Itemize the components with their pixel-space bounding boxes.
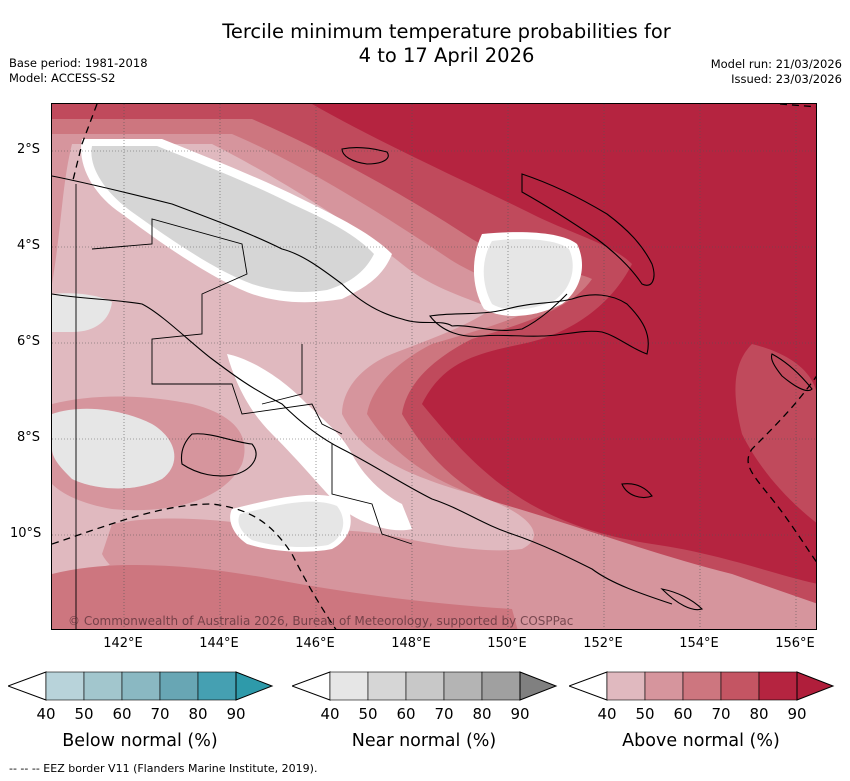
coast-bougainville bbox=[770, 353, 813, 392]
title-line-2: 4 to 17 April 2026 bbox=[358, 44, 535, 67]
near-40-southwest bbox=[52, 408, 175, 489]
colorbar-above-title: Above normal (%) bbox=[622, 731, 780, 751]
base-period: Base period: 1981-2018 bbox=[9, 56, 148, 70]
coast-png-north bbox=[52, 175, 453, 327]
colorbar-below bbox=[8, 671, 274, 701]
probability-map bbox=[51, 103, 817, 630]
tick-near-60: 60 bbox=[396, 705, 416, 723]
tick-above-50: 50 bbox=[635, 705, 655, 723]
lat-label-4s: 4°S bbox=[17, 238, 41, 253]
lon-label-156e: 156°E bbox=[775, 636, 815, 651]
colorbar-near-high-arrow bbox=[519, 671, 558, 701]
province-borders bbox=[75, 184, 413, 629]
tick-near-70: 70 bbox=[434, 705, 454, 723]
lat-label-6s: 6°S bbox=[17, 334, 41, 349]
tick-near-50: 50 bbox=[358, 705, 378, 723]
tick-above-90: 90 bbox=[787, 705, 807, 723]
tick-above-40: 40 bbox=[597, 705, 617, 723]
title-line-1: Tercile minimum temperature probabilitie… bbox=[222, 20, 671, 43]
coastlines bbox=[52, 147, 813, 611]
colorbar-below-title: Below normal (%) bbox=[62, 731, 218, 751]
coast-gulf bbox=[180, 433, 257, 477]
model-name: Model: ACCESS-S2 bbox=[9, 71, 116, 85]
near-40-south bbox=[238, 501, 344, 548]
lon-label-142e: 142°E bbox=[103, 636, 143, 651]
coast-islet-1 bbox=[621, 483, 653, 499]
lon-label-150e: 150°E bbox=[487, 636, 527, 651]
tick-below-40: 40 bbox=[36, 705, 56, 723]
colorbar-near bbox=[292, 671, 558, 701]
tick-below-60: 60 bbox=[112, 705, 132, 723]
lon-label-146e: 146°E bbox=[295, 636, 335, 651]
tick-near-90: 90 bbox=[510, 705, 530, 723]
coast-new-britain bbox=[429, 294, 649, 355]
near-50-north bbox=[91, 146, 374, 292]
near-40-west bbox=[52, 293, 112, 332]
map-canvas bbox=[52, 104, 816, 629]
near-40-island bbox=[483, 239, 573, 310]
eez-borders bbox=[52, 104, 816, 629]
tick-above-80: 80 bbox=[749, 705, 769, 723]
tick-below-50: 50 bbox=[74, 705, 94, 723]
colorbar-near-low-arrow bbox=[292, 671, 331, 701]
above-80-east bbox=[735, 344, 816, 523]
model-run: Model run: 21/03/2026 bbox=[710, 57, 842, 71]
lon-label-144e: 144°E bbox=[199, 636, 239, 651]
colorbar-near-title: Near normal (%) bbox=[351, 731, 497, 751]
lon-label-148e: 148°E bbox=[391, 636, 431, 651]
lat-label-10s: 10°S bbox=[10, 526, 42, 541]
coast-islet-2 bbox=[660, 588, 704, 611]
tick-above-60: 60 bbox=[673, 705, 693, 723]
tick-above-70: 70 bbox=[711, 705, 731, 723]
tick-near-40: 40 bbox=[320, 705, 340, 723]
map-title: Tercile minimum temperature probabilitie… bbox=[0, 20, 850, 68]
lat-label-2s: 2°S bbox=[17, 142, 41, 157]
tick-below-70: 70 bbox=[150, 705, 170, 723]
tick-below-90: 90 bbox=[226, 705, 246, 723]
meta-right: Model run: 21/03/2026 Issued: 23/03/2026 bbox=[711, 57, 842, 87]
coast-png-south bbox=[52, 293, 673, 605]
colorbar-below-high-arrow bbox=[235, 671, 274, 701]
eez-footnote: -- -- -- EEZ border V11 (Flanders Marine… bbox=[9, 762, 318, 775]
meta-left: Base period: 1981-2018 Model: ACCESS-S2 bbox=[9, 56, 148, 86]
coast-manus bbox=[341, 147, 389, 165]
coast-new-ireland bbox=[521, 173, 655, 286]
colorbar-below-low-arrow bbox=[8, 671, 47, 701]
above-70-south bbox=[52, 564, 518, 629]
lat-label-8s: 8°S bbox=[17, 430, 41, 445]
near-buffer-ridge bbox=[227, 354, 412, 531]
colorbar-above-low-arrow bbox=[569, 671, 608, 701]
copyright-notice: © Commonwealth of Australia 2026, Bureau… bbox=[68, 614, 574, 628]
issued-date: Issued: 23/03/2026 bbox=[731, 72, 842, 86]
lon-label-154e: 154°E bbox=[679, 636, 719, 651]
tick-near-80: 80 bbox=[472, 705, 492, 723]
tick-below-80: 80 bbox=[188, 705, 208, 723]
lon-label-152e: 152°E bbox=[583, 636, 623, 651]
colorbar-above bbox=[569, 671, 835, 701]
colorbar-above-high-arrow bbox=[796, 671, 835, 701]
